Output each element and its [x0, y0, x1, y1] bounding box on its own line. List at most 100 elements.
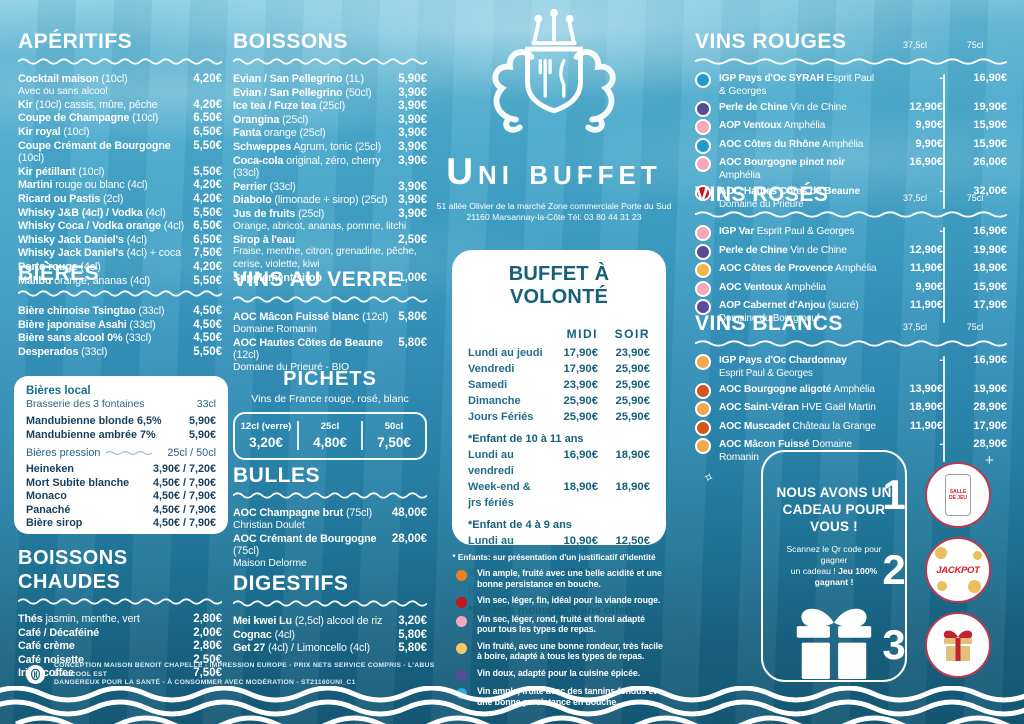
section-boissons-chaudes: BOISSONS CHAUDES Thés jasmin, menthe, ve…: [18, 546, 222, 681]
size-75-label: 75cl: [966, 40, 984, 50]
menu-item-name: Martini rouge ou blanc (4cl): [18, 179, 148, 192]
wine-item: AOC Ventoux Amphélia 9,90€ 15,90€: [695, 280, 1007, 297]
beer-name: Mandubienne ambrée 7%: [26, 428, 156, 441]
wine-price-75: 17,90€: [973, 299, 1007, 311]
menu-item: Bière japonaise Asahi (33cl) 4,50€: [18, 319, 222, 332]
menu-item-price: 1,00€: [398, 271, 427, 284]
wine-price-75: 32,00€: [973, 184, 1007, 197]
wine-price-375: -: [939, 184, 943, 197]
wine-item: AOC Saint-Véran HVE Gaël Martin 18,90€ 2…: [695, 401, 1007, 417]
wine-price-375: 18,90€: [909, 401, 943, 413]
wine-color-dot: [695, 137, 711, 154]
section-boissons: BOISSONS Evian / San Pellegrino (1L) 5,9…: [233, 30, 427, 285]
wine-price-75: 16,90€: [973, 225, 1007, 237]
menu-item-price: 2,00€: [193, 626, 222, 639]
beer-box-row: Mandubienne ambrée 7% 5,90€: [26, 429, 216, 443]
section-title: BIÈRES: [18, 262, 100, 285]
menu-item-subtext: Christian Doulet: [233, 519, 305, 531]
wine-item-name: AOC Côtes du Rhône Amphélia: [719, 138, 864, 150]
menu-item: Sirop à l'eau 2,50€ Fraise, menthe, citr…: [233, 234, 427, 271]
section-vins-rouges: VINS ROUGES 37,5cl 75cl IGP Pays d'Oc SY…: [695, 30, 1007, 213]
wine-item-name: AOP Cabernet d'Anjou (sucré) Domaine du B…: [719, 300, 859, 324]
menu-item: Café noisette 2,50€: [18, 654, 222, 667]
wine-price-75: 28,90€: [973, 401, 1007, 413]
buffet-midi-price: 23,90€: [563, 379, 598, 391]
buffet-price-row: Vendredi 17,90€ 25,90€: [468, 361, 650, 377]
menu-item-price: 4,20€: [193, 179, 222, 192]
menu-item-name: AOC Champagne brut (75cl): [233, 507, 373, 519]
wine-price-375: 9,90€: [915, 280, 943, 293]
squiggle-divider: [695, 211, 1007, 218]
buffet-soir-price: 25,90€: [615, 395, 650, 407]
menu-item-name: Diabolo (limonade + sirop) (25cl): [233, 194, 388, 207]
buffet-row-label: Lundi au jeudi: [468, 347, 543, 359]
restaurant-crest-logo: [442, 4, 666, 154]
aperitifs-list: Cocktail maison (10cl) 4,20€ Avec ou san…: [18, 73, 222, 287]
buffet-price-row: Week-end & jrs fériés 12,50€ 12,50€: [468, 565, 650, 597]
menu-item: Thés jasmin, menthe, vert 2,80€: [18, 613, 222, 626]
menu-item-name: Whisky Jack Daniel's (4cl) + coca: [18, 247, 181, 260]
menu-item-price: 5,50€: [193, 139, 222, 152]
wine-item: AOC Bourgogne aligoté Amphélia 13,90€ 19…: [695, 382, 1007, 399]
beer-box-row: Mandubienne blonde 6,5% 5,90€: [26, 415, 216, 429]
buffet-price-row: Jours Fériés 25,90€ 25,90€: [468, 409, 650, 425]
menu-item: Martini rouge ou blanc (4cl) 4,20€: [18, 179, 222, 192]
menu-item-price: 3,90€: [398, 127, 427, 140]
pichets-subtitle: Vins de France rouge, rosé, blanc: [251, 393, 409, 405]
beer-price: 4,50€ / 7,90€: [152, 517, 216, 529]
beer-price: 5,90€: [188, 415, 216, 427]
section-title: DIGESTIFS: [233, 572, 349, 595]
menu-item-name: Ricard ou Pastis (2cl): [18, 192, 124, 205]
buffet-main-rows: Lundi au jeudi 17,90€ 23,90€ Vendredi 17…: [468, 345, 650, 425]
wine-price-375: 12,90€: [909, 100, 943, 113]
wine-color-dot: [456, 615, 467, 627]
wine-item-name: IGP Pays d'Oc SYRAH Esprit Paul & George…: [719, 73, 875, 97]
midi-column-label: MIDI: [566, 327, 598, 341]
menu-item: Bière chinoise Tsingtao (33cl) 4,50€: [18, 305, 222, 318]
coin-icon: [937, 581, 947, 591]
section-title: VINS ROUGES: [695, 30, 847, 53]
menu-item-name: Jus de fruits (25cl): [233, 207, 325, 220]
wine-item: AOC Hautes Côtes de Beaune Domaine du Pr…: [695, 184, 1007, 211]
buffet-row-label: Dimanche: [468, 395, 521, 407]
buffet-soir-price: 18,90€: [615, 481, 650, 493]
wine-price-375: 9,90€: [915, 119, 943, 131]
menu-item: Ice tea / Fuze tea (25cl) 3,90€: [233, 100, 427, 113]
buffet-midi-price: 18,90€: [563, 481, 598, 493]
menu-item-price: 4,20€: [193, 192, 222, 205]
jackpot-badge-icon: JACKPOT: [925, 537, 991, 603]
buffet-midi-price: 17,90€: [563, 363, 598, 375]
section-bieres: BIÈRES Bière chinoise Tsingtao (33cl) 4,…: [18, 262, 222, 359]
wine-item: AOP Cabernet d'Anjou (sucré) Domaine du B…: [695, 299, 1007, 325]
buffet-midi-price: 17,90€: [563, 347, 598, 359]
buffet-group-rows: Lundi au vendredi 16,90€ 18,90€ Week-end…: [468, 447, 650, 511]
menu-item-price: 2,50€: [398, 233, 427, 246]
prize-badges: 1 SALLE DE JEU 2 JACKPOT 3: [875, 462, 1007, 687]
menu-item-name: AOC Hautes Côtes de Beaune (12cl): [233, 336, 383, 362]
menu-item-price: 5,90€: [398, 73, 427, 85]
footer: CONCEPTION MAISON BENOIT CHAPELLE - IMPR…: [26, 662, 466, 688]
menu-item-price: 4,20€: [193, 98, 222, 111]
menu-item-name: Porto rouge (4cl): [18, 260, 101, 273]
menu-item-subtext: Domaine Romanin: [233, 323, 317, 335]
boissons-chaudes-list: Thés jasmin, menthe, vert 2,80€ Café / D…: [18, 613, 222, 680]
id-proof-note: * Enfants: sur présentation d'un justifi…: [452, 553, 656, 562]
wine-color-dot: [695, 401, 711, 417]
menu-item: AOC Hautes Côtes de Beaune (12cl) 5,80€ …: [233, 337, 427, 374]
wine-color-dot: [695, 119, 711, 135]
wine-item-name: IGP Pays d'Oc Chardonnay Esprit Paul & G…: [719, 355, 847, 379]
menu-item: AOC Champagne brut (75cl) 48,00€ Christi…: [233, 507, 427, 532]
section-vins-roses: VINS ROSÉS 37,5cl 75cl IGP Var Esprit Pa…: [695, 183, 1007, 328]
menu-item-price: 5,50€: [193, 274, 222, 287]
menu-item-name: Malibu orange, ananas (4cl): [18, 274, 151, 287]
wine-note-text: Vin doux, adapté pour la cuisine épicée.: [477, 667, 641, 678]
menu-item-price: 5,50€: [193, 165, 222, 178]
menu-item-name: Desperados (33cl): [18, 345, 108, 358]
menu-item: Mei kwei Lu (2,5cl) alcool de riz 3,20€: [233, 615, 427, 628]
menu-item-name: Café crème: [18, 640, 75, 653]
price-column-divider: [943, 74, 945, 209]
section-vins-blancs: VINS BLANCS 37,5cl 75cl IGP Pays d'Oc Ch…: [695, 312, 1007, 467]
section-title: BOISSONS CHAUDES: [18, 547, 128, 593]
pression-beers-list: Heineken 3,90€ / 7,20€ Mort Subite blanc…: [26, 463, 216, 531]
buffet-midi-price: 25,90€: [563, 411, 598, 423]
